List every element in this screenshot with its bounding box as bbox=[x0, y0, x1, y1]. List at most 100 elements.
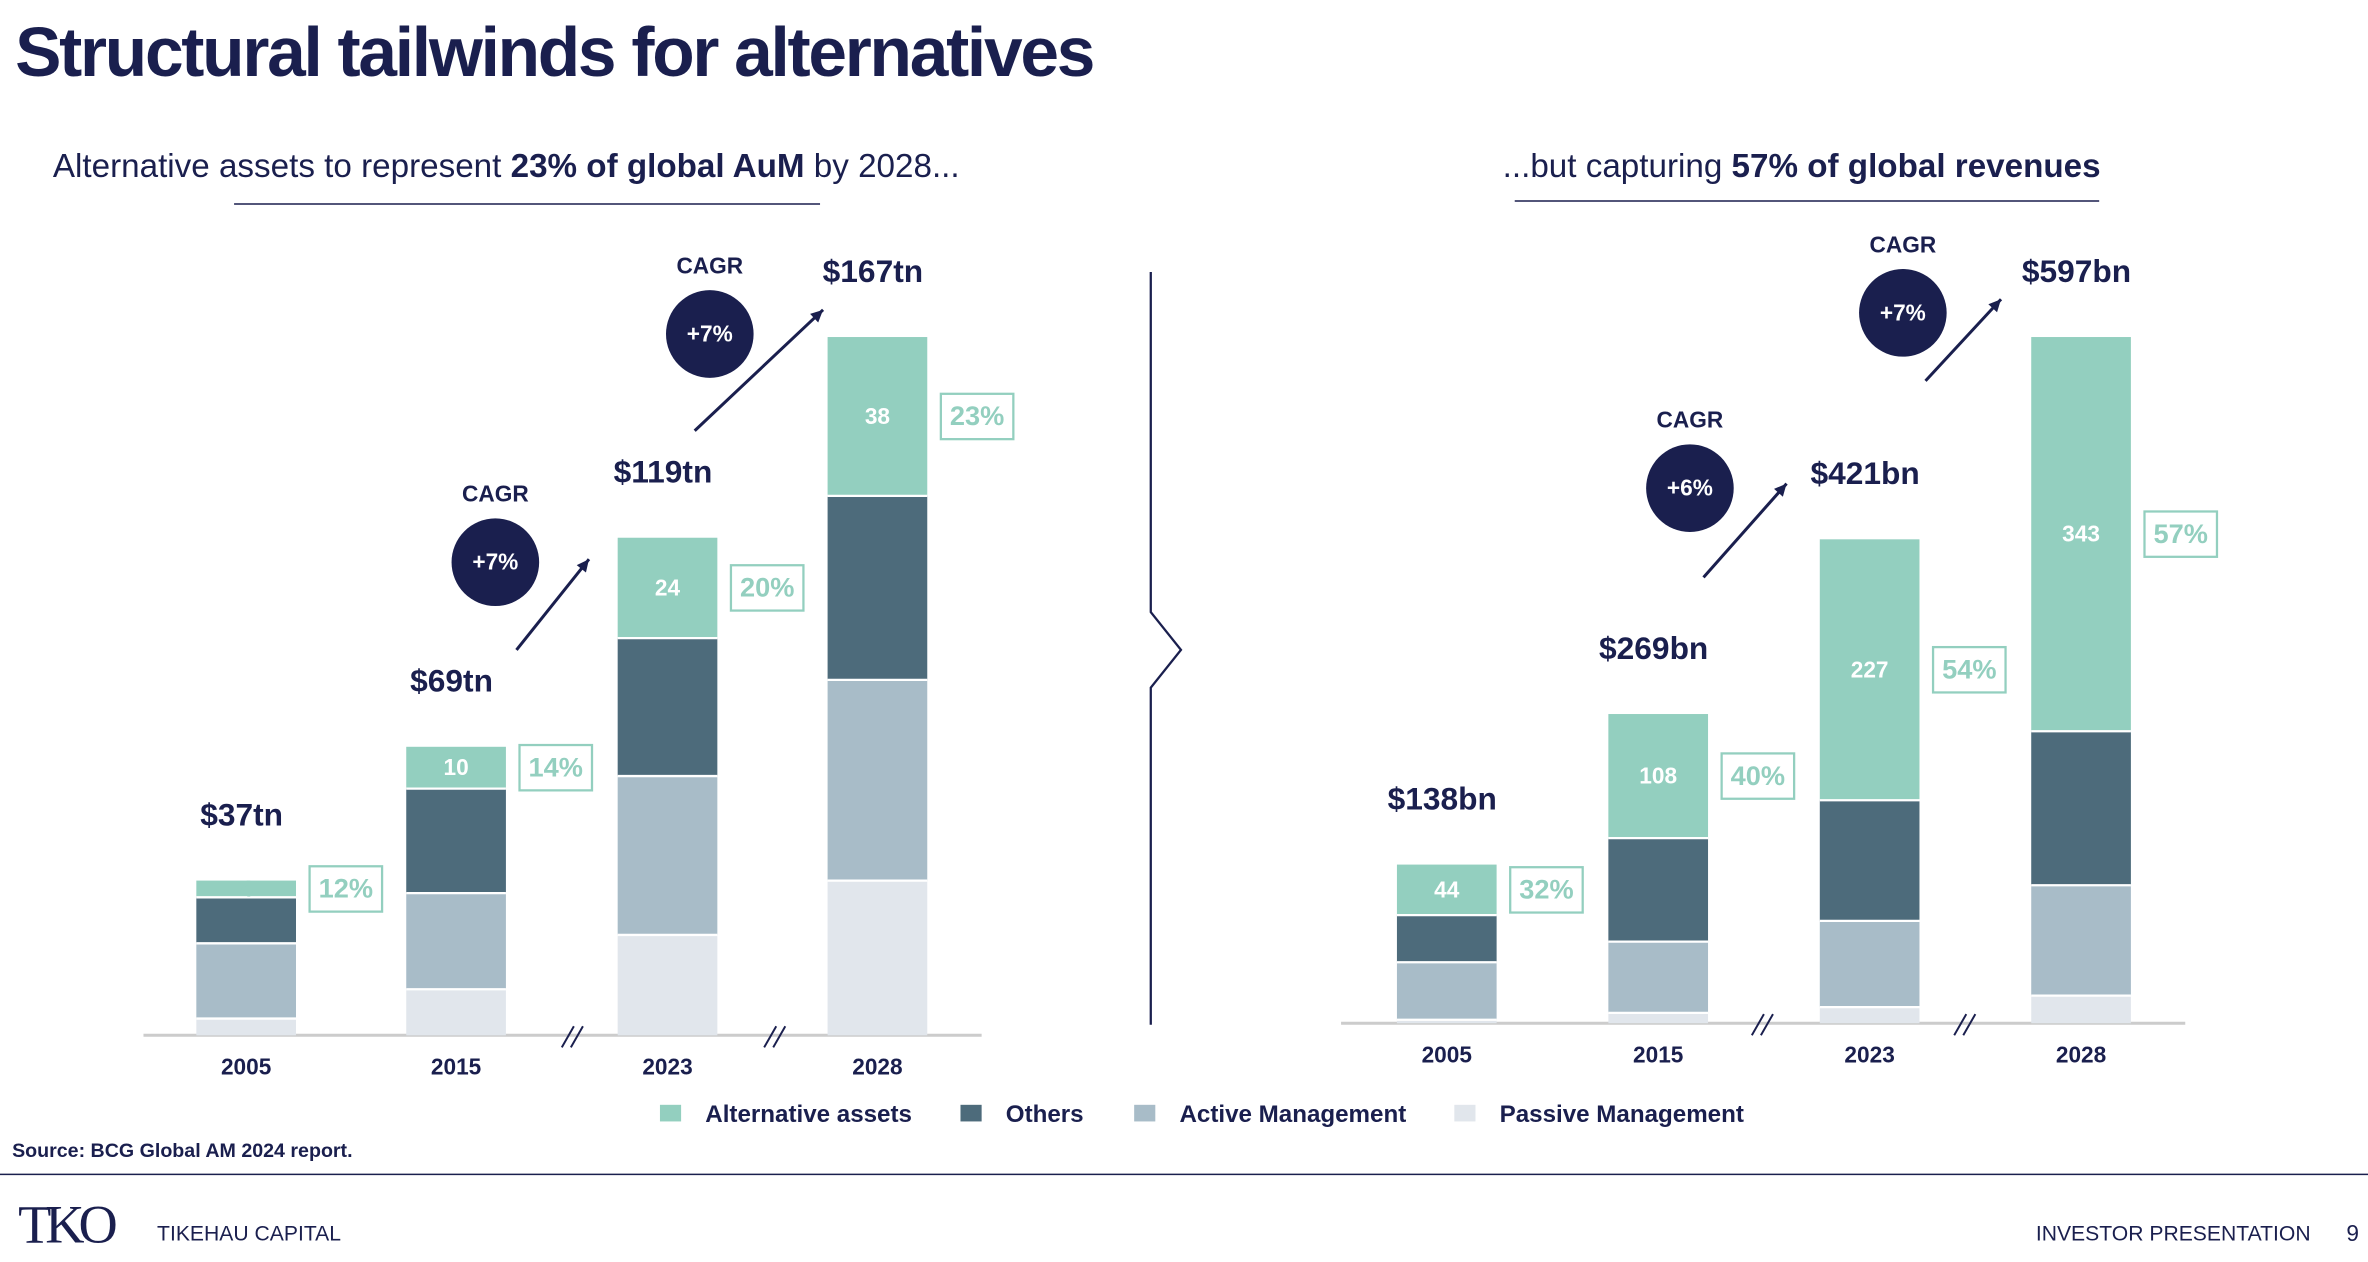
bar-segment bbox=[1396, 1019, 1497, 1024]
share-box bbox=[308, 865, 384, 913]
bar-segment bbox=[1608, 714, 1709, 839]
page-number: 9 bbox=[2346, 1220, 2359, 1246]
value-label: 343 bbox=[2062, 521, 2100, 547]
share-label: 12% bbox=[319, 873, 373, 904]
share-label: 57% bbox=[2154, 518, 2208, 549]
share-box bbox=[1720, 752, 1796, 800]
footer-right: INVESTOR PRESENTATION bbox=[2036, 1222, 2311, 1245]
bar-segment bbox=[2031, 995, 2131, 1024]
share-box bbox=[939, 392, 1015, 441]
bar-segment bbox=[2031, 885, 2131, 996]
bar-segment bbox=[617, 537, 718, 639]
value-label: 38 bbox=[865, 403, 890, 429]
bar-segment bbox=[827, 880, 928, 1036]
legend-label: Alternative assets bbox=[705, 1101, 912, 1128]
divider bbox=[1149, 272, 1183, 1025]
arrow-head bbox=[1988, 299, 2002, 313]
arrow-head bbox=[810, 309, 824, 323]
axis-break bbox=[570, 1025, 584, 1048]
cagr-value: +7% bbox=[472, 549, 518, 575]
cagr-arrow bbox=[693, 308, 825, 432]
legend-swatch bbox=[659, 1104, 682, 1122]
cagr-label: CAGR bbox=[462, 481, 529, 507]
bar-segment bbox=[1819, 920, 1920, 1008]
axis-break bbox=[1953, 1013, 1968, 1036]
company: TIKEHAU CAPITAL bbox=[157, 1222, 341, 1245]
share-box bbox=[729, 564, 805, 612]
bar-segment bbox=[617, 776, 718, 935]
cagr-value: +7% bbox=[687, 321, 733, 347]
share-label: 14% bbox=[529, 751, 583, 782]
x-tick-label: 2023 bbox=[1844, 1041, 1894, 1067]
cagr-arrow bbox=[1702, 482, 1788, 579]
value-label: 10 bbox=[443, 754, 468, 780]
subtitle-part: by 2028... bbox=[805, 148, 960, 185]
cagr-label: CAGR bbox=[676, 252, 743, 278]
subtitle: ...but capturing 57% of global revenues bbox=[1503, 148, 2101, 185]
x-tick-label: 2005 bbox=[221, 1054, 271, 1080]
bar-segment bbox=[827, 337, 928, 496]
share-label: 23% bbox=[950, 400, 1004, 431]
share-box bbox=[1931, 645, 2007, 694]
cagr-circle bbox=[1646, 444, 1734, 533]
title: Structural tailwinds for alternatives bbox=[15, 13, 1093, 91]
value-label: 4 bbox=[240, 875, 253, 901]
total-label: $37tn bbox=[200, 796, 283, 832]
source: Source: BCG Global AM 2024 report. bbox=[12, 1140, 352, 1162]
legend-label: Others bbox=[1006, 1101, 1084, 1128]
share-box bbox=[2143, 510, 2219, 558]
total-label: $167tn bbox=[823, 253, 923, 289]
value-label: 44 bbox=[1434, 876, 1460, 902]
bar-segment bbox=[1608, 1012, 1709, 1024]
value-label: 24 bbox=[655, 574, 681, 600]
bar-segment bbox=[196, 1018, 296, 1036]
bar-segment bbox=[406, 893, 506, 990]
bar-segment bbox=[196, 943, 296, 1019]
legend-swatch bbox=[1134, 1104, 1156, 1122]
x-tick-label: 2028 bbox=[2056, 1041, 2106, 1067]
cagr-label: CAGR bbox=[1657, 407, 1724, 433]
bar-segment bbox=[1819, 800, 1920, 921]
logo: TKO bbox=[18, 1195, 116, 1255]
value-label: 108 bbox=[1639, 763, 1677, 789]
bar-segment bbox=[406, 989, 506, 1036]
bar-segment bbox=[1396, 962, 1497, 1020]
value-label: 227 bbox=[1851, 656, 1889, 682]
bar-segment bbox=[1819, 1007, 1920, 1024]
x-tick-label: 2015 bbox=[431, 1054, 481, 1080]
axis-break bbox=[772, 1025, 787, 1048]
bar-segment bbox=[827, 679, 928, 881]
subtitle-part: 57% of global revenues bbox=[1732, 148, 2101, 185]
axis-break bbox=[1760, 1013, 1774, 1036]
subtitle-part: Alternative assets to represent bbox=[53, 148, 511, 185]
bar-segment bbox=[1396, 864, 1497, 916]
axis-break bbox=[560, 1025, 575, 1048]
subtitle-part: ...but capturing bbox=[1503, 148, 1732, 185]
share-box bbox=[1509, 866, 1584, 914]
x-tick-label: 2005 bbox=[1422, 1041, 1472, 1067]
legend-label: Active Management bbox=[1179, 1101, 1406, 1128]
bar-segment bbox=[1608, 941, 1709, 1013]
bar-segment bbox=[406, 788, 506, 894]
total-label: $597bn bbox=[2022, 253, 2131, 289]
cagr-value: +7% bbox=[1880, 299, 1926, 325]
bar-segment bbox=[2031, 731, 2131, 886]
legend-swatch bbox=[960, 1104, 982, 1122]
share-label: 40% bbox=[1731, 760, 1785, 791]
cagr-circle bbox=[1859, 269, 1947, 357]
bar-segment bbox=[2031, 337, 2131, 732]
bar-segment bbox=[196, 897, 296, 944]
share-label: 54% bbox=[1942, 653, 1996, 684]
total-label: $119tn bbox=[614, 454, 713, 490]
bar-segment bbox=[1396, 915, 1497, 963]
total-label: $421bn bbox=[1810, 455, 1919, 491]
axis-break bbox=[1750, 1013, 1765, 1036]
x-tick-label: 2028 bbox=[852, 1054, 902, 1080]
arrow-head bbox=[576, 559, 589, 573]
cagr-arrow bbox=[515, 558, 591, 651]
axis-break bbox=[1962, 1013, 1977, 1036]
share-label: 20% bbox=[740, 572, 794, 603]
total-label: $69tn bbox=[410, 663, 493, 699]
cagr-value: +6% bbox=[1667, 475, 1713, 501]
cagr-arrow bbox=[1924, 298, 2003, 382]
